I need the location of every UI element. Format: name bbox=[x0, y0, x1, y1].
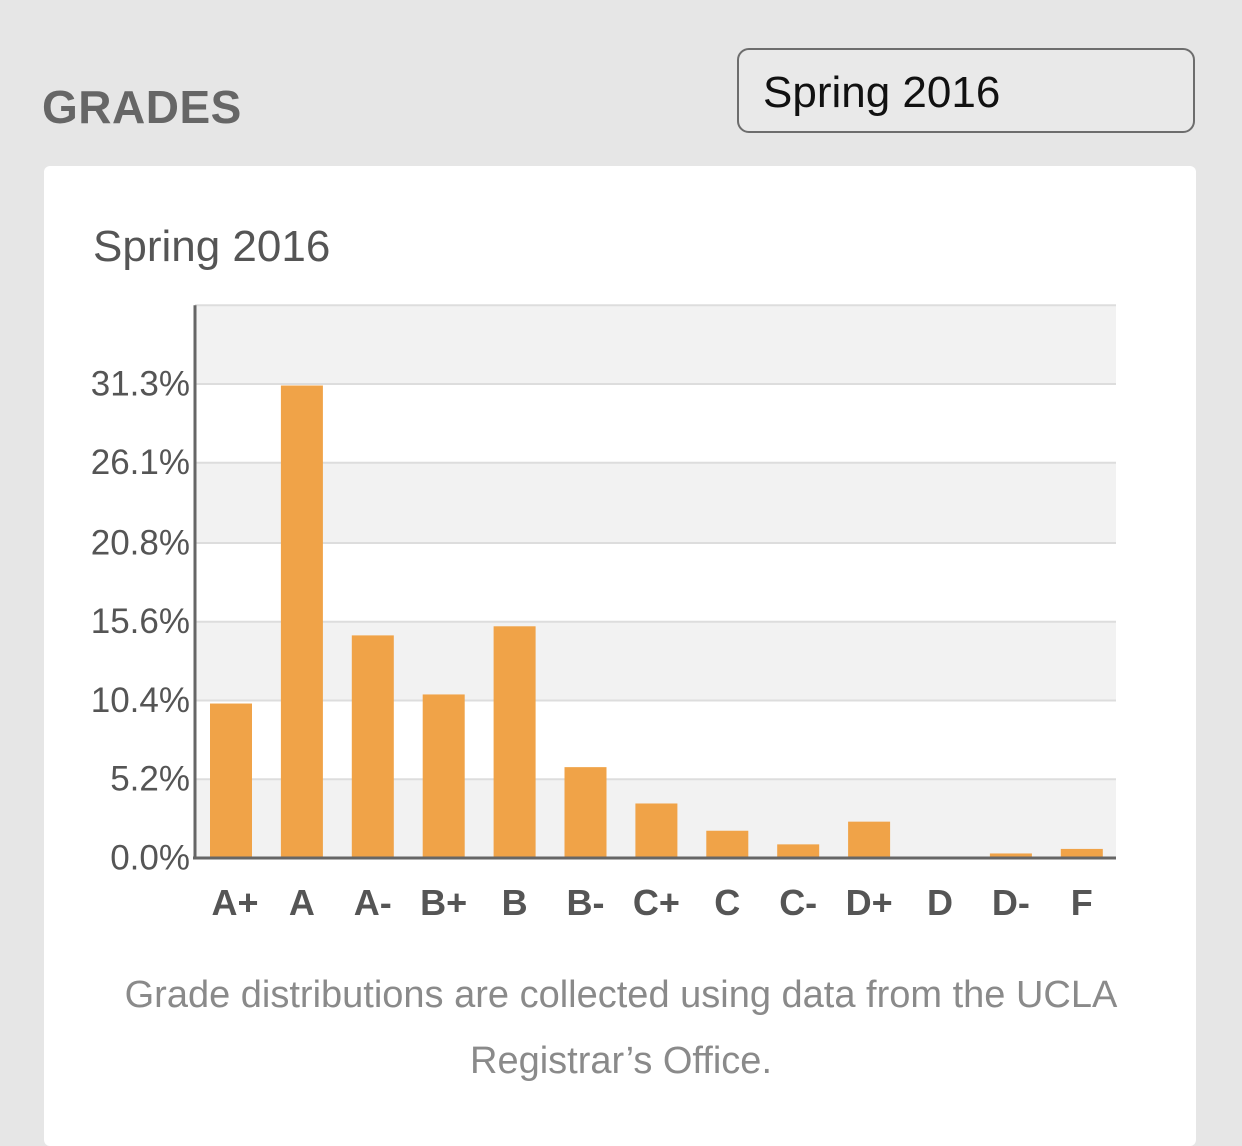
x-tick-label: B+ bbox=[420, 882, 467, 923]
bar-B+ bbox=[422, 694, 465, 858]
x-tick-label: B- bbox=[567, 882, 605, 923]
x-tick-label: C- bbox=[779, 882, 817, 923]
term-select[interactable]: Spring 2016 bbox=[737, 48, 1195, 133]
x-tick-label: F bbox=[1071, 882, 1093, 923]
bar-B- bbox=[564, 767, 607, 858]
x-tick-label: A- bbox=[354, 882, 392, 923]
grid-band bbox=[195, 305, 1116, 384]
data-source-note: Grade distributions are collected using … bbox=[124, 974, 1118, 1082]
x-tick-label: B bbox=[502, 882, 528, 923]
y-tick-label: 20.8% bbox=[91, 523, 190, 562]
bar-C bbox=[706, 830, 749, 858]
x-tick-label: D- bbox=[992, 882, 1030, 923]
bar-D- bbox=[989, 853, 1032, 858]
bar-C+ bbox=[635, 803, 678, 858]
x-tick-label: A bbox=[289, 882, 315, 923]
page-title: GRADES bbox=[42, 81, 242, 133]
y-tick-label: 5.2% bbox=[110, 760, 190, 799]
grid-band bbox=[195, 621, 1116, 701]
x-tick-label: C bbox=[714, 882, 740, 923]
chart-title: Spring 2016 bbox=[93, 222, 331, 271]
x-tick-label: C+ bbox=[633, 882, 680, 923]
y-tick-label: 26.1% bbox=[91, 443, 190, 482]
bar-C- bbox=[777, 844, 820, 858]
x-tick-label: A+ bbox=[211, 882, 258, 923]
bar-A- bbox=[351, 635, 394, 858]
y-tick-label: 0.0% bbox=[110, 838, 190, 877]
y-tick-label: 10.4% bbox=[91, 681, 190, 720]
grid-band bbox=[195, 462, 1116, 544]
term-select-value: Spring 2016 bbox=[763, 68, 1001, 117]
bar-A bbox=[280, 385, 323, 858]
bar-A+ bbox=[210, 703, 252, 858]
bar-F bbox=[1060, 848, 1103, 858]
y-tick-label: 15.6% bbox=[91, 602, 190, 641]
x-tick-label: D+ bbox=[846, 882, 893, 923]
y-tick-label: 31.3% bbox=[91, 364, 190, 403]
x-tick-label: D bbox=[927, 882, 953, 923]
bar-B bbox=[493, 626, 536, 858]
bar-D+ bbox=[848, 821, 891, 858]
